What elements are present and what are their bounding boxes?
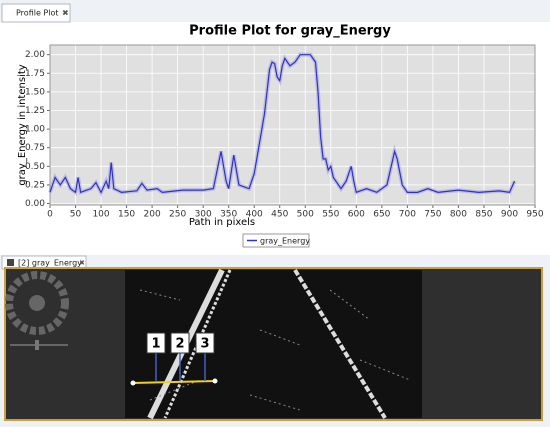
axes: 0.00 0.25 0.50 0.75 1.00 1.25 1.50 1.75 2.00 0 50 1… bbox=[25, 44, 544, 220]
y-tick-label: 0.00 bbox=[25, 199, 45, 209]
tab-label: [2] gray_Energy bbox=[18, 259, 82, 268]
y-tick-label: 0.50 bbox=[25, 162, 45, 172]
y-tick-label: 1.25 bbox=[25, 106, 45, 116]
x-tick-label: 100 bbox=[92, 210, 109, 220]
plot-frame bbox=[49, 44, 536, 206]
x-tick-label: 50 bbox=[70, 210, 82, 220]
x-tick-label: 600 bbox=[348, 210, 365, 220]
nav-ring[interactable] bbox=[5, 271, 69, 335]
tab-close[interactable]: ✖ bbox=[79, 259, 85, 267]
photo bbox=[125, 270, 422, 418]
x-tick-label: 350 bbox=[220, 210, 237, 220]
label-text: 3 bbox=[200, 337, 209, 352]
zoom-handle[interactable] bbox=[35, 340, 39, 350]
x-tick-label: 400 bbox=[246, 210, 263, 220]
y-tick-label: 2.00 bbox=[25, 50, 45, 60]
tab-bar bbox=[0, 0, 550, 22]
label-box bbox=[170, 332, 190, 354]
y-tick-label: 0.25 bbox=[25, 180, 45, 190]
chart-title: Profile Plot for gray_Energy bbox=[189, 24, 391, 39]
legend-label: gray_Energy bbox=[260, 237, 310, 246]
x-tick-label: 0 bbox=[47, 210, 53, 220]
label-box bbox=[195, 332, 215, 354]
y-tick-label: 1.50 bbox=[25, 87, 45, 97]
tab-close[interactable]: ✖ bbox=[62, 9, 69, 18]
y-tick-label: 1.75 bbox=[25, 69, 45, 79]
label-text: 2 bbox=[175, 337, 184, 352]
profile-end bbox=[212, 378, 218, 384]
x-tick-label: 800 bbox=[450, 210, 467, 220]
tab-label: Profile Plot bbox=[16, 9, 59, 18]
label-text: 1 bbox=[151, 337, 160, 352]
x-tick-label: 650 bbox=[373, 210, 390, 220]
x-tick-label: 250 bbox=[169, 210, 186, 220]
x-tick-label: 700 bbox=[399, 210, 416, 220]
x-tick-label: 550 bbox=[322, 210, 339, 220]
road-marking bbox=[293, 268, 387, 420]
label-box bbox=[146, 332, 166, 354]
y-axis-label: gray_Energy in intensity bbox=[17, 64, 28, 185]
profile-line bbox=[132, 380, 216, 384]
x-axis-label: Path in pixels bbox=[189, 217, 255, 228]
x-tick-label: 200 bbox=[144, 210, 161, 220]
x-tick-label: 850 bbox=[475, 210, 492, 220]
x-tick-label: 750 bbox=[424, 210, 441, 220]
tab[interactable] bbox=[1, 3, 71, 23]
y-tick-label: 0.75 bbox=[25, 143, 45, 153]
x-tick-label: 900 bbox=[501, 210, 518, 220]
tab-icon bbox=[7, 259, 14, 266]
legend: gray_Energy bbox=[242, 233, 310, 248]
data-line bbox=[49, 54, 516, 194]
x-tick-label: 950 bbox=[526, 210, 543, 220]
navigation-control[interactable] bbox=[5, 271, 69, 350]
x-tick-label: 300 bbox=[195, 210, 212, 220]
x-tick-label: 450 bbox=[271, 210, 288, 220]
y-tick-label: 1.00 bbox=[25, 125, 45, 135]
nav-center[interactable] bbox=[29, 295, 45, 311]
plot-area bbox=[50, 45, 535, 205]
x-tick-label: 150 bbox=[118, 210, 135, 220]
legend-box bbox=[242, 233, 310, 248]
profile-end bbox=[130, 380, 136, 386]
texture bbox=[139, 289, 411, 411]
x-tick-label: 500 bbox=[297, 210, 314, 220]
